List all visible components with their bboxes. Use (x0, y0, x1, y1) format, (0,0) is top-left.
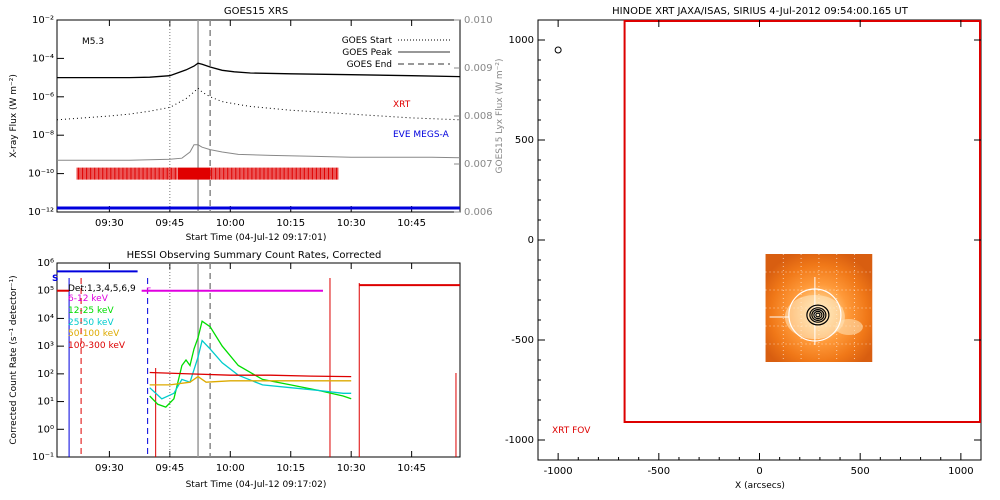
goes-y-tick-label: 10⁻⁶ (32, 92, 54, 103)
xrt-y-tick-label: 1000 (509, 35, 534, 46)
goes-plot-frame (56, 19, 461, 213)
goes-x-tick-label: 10:15 (276, 218, 305, 229)
xrt-xlabel: X (arcsecs) (735, 481, 785, 491)
hessi-x-tick-label: 09:45 (155, 463, 184, 474)
hessi-band-6-12: 6-12 keV (68, 294, 109, 304)
goes-eve-label: EVE MEGS-A (393, 130, 450, 140)
goes-ylabel: X-ray Flux (W m⁻²) (9, 74, 19, 158)
goes-xlabel: Start Time (04-Jul-12 09:17:01) (186, 233, 327, 243)
goes-xrt-label: XRT (393, 100, 411, 110)
hessi-flag-f: F (146, 287, 151, 297)
goes-series-0 (57, 62, 461, 79)
xrt-x-tick-label: 1000 (948, 466, 973, 477)
xrt-x-tick-label: -500 (647, 466, 670, 477)
xrt-contour (806, 304, 830, 326)
hessi-x-tick-label: 10:45 (397, 463, 426, 474)
goes-y2-tick-label: 0.007 (464, 159, 493, 170)
hessi-ylabel: Corrected Count Rate (s⁻¹ detector⁻¹) (9, 275, 19, 444)
goes-y2-tick-label: 0.006 (464, 207, 493, 218)
goes-y-tick-label: 10⁻¹⁰ (28, 169, 54, 180)
xrt-contour (813, 310, 823, 320)
hessi-band-100-300: 100-300 keV (68, 341, 126, 351)
hessi-xlabel: Start Time (04-Jul-12 09:17:02) (186, 480, 327, 490)
xrt-y-tick-label: 0 (528, 235, 534, 246)
hessi-x-tick-label: 10:30 (337, 463, 366, 474)
hessi-series-1 (149, 339, 352, 400)
hessi-plot-frame (56, 262, 461, 458)
hessi-band-legend: 6-12 keV 12-25 keV 25-50 keV 50-100 keV … (68, 294, 126, 351)
xrt-x-tick-label: 500 (851, 466, 870, 477)
goes-series-2 (57, 144, 461, 161)
goes-y-tick-label: 10⁻⁸ (32, 130, 54, 141)
goes-x-tick-label: 10:45 (397, 218, 426, 229)
goes-title: GOES15 XRS (224, 6, 288, 17)
hessi-detectors: Det:1,3,4,5,6,9 (68, 284, 136, 294)
goes-legend: GOES Start GOES Peak GOES End (342, 36, 450, 70)
goes-x-tick-label: 09:45 (155, 218, 184, 229)
xrt-x-tick-label: -1000 (544, 466, 573, 477)
xrt-y-tick-label: -1000 (505, 435, 534, 446)
xrt-y-tick-label: 500 (515, 135, 534, 146)
hessi-panel: HESSI Observing Summary Count Rates, Cor… (9, 250, 461, 490)
hessi-y-tick-label: 10⁻¹ (32, 452, 54, 463)
hessi-y-tick-label: 10⁵ (37, 286, 54, 297)
hessi-band-25-50: 25-50 keV (68, 318, 114, 328)
hessi-y-tick-label: 10¹ (37, 397, 54, 408)
goes-y-tick-label: 10⁻¹² (28, 207, 54, 218)
hessi-y-tick-label: 10⁶ (37, 258, 54, 269)
hessi-x-tick-label: 09:30 (95, 463, 124, 474)
hessi-flag-s: S (52, 274, 58, 284)
xrt-contour (815, 312, 821, 318)
goes-y-tick-label: 10⁻² (32, 15, 54, 26)
hessi-x-tick-label: 10:15 (276, 463, 305, 474)
goes-legend-peak: GOES Peak (342, 48, 392, 58)
xrt-title: HINODE XRT JAXA/ISAS, SIRIUS 4-Jul-2012 … (612, 6, 909, 17)
xrt-marks: -1000 -500 0 500 1000 -1000 -500 0 500 1000 (505, 20, 981, 477)
goes-panel: GOES15 XRS 09:30 09:45 10:00 10:15 10:30 10:4… (9, 6, 505, 243)
goes-x-tick-label: 10:30 (337, 218, 366, 229)
hessi-y-tick-label: 10³ (37, 341, 54, 352)
hessi-band-12-25: 12-25 keV (68, 306, 114, 316)
xrt-y-tick-label: -500 (511, 335, 534, 346)
xrt-plot-frame (537, 19, 982, 461)
hessi-series-2 (149, 375, 352, 386)
goes-ylabel-right: GOES15 Lyx Flux (W m⁻²) (495, 59, 505, 174)
goes-legend-start: GOES Start (342, 36, 393, 46)
hessi-x-tick-label: 10:00 (216, 463, 245, 474)
goes-legend-end: GOES End (347, 60, 392, 70)
xrt-bright-loop (834, 319, 863, 335)
goes-x-tick-label: 10:00 (216, 218, 245, 229)
hessi-title: HESSI Observing Summary Count Rates, Cor… (127, 250, 382, 261)
xrt-marker-circle (554, 46, 562, 54)
goes-xrt-dense-block (177, 167, 211, 180)
hessi-series-0 (149, 320, 352, 408)
hessi-band-50-100: 50-100 keV (68, 329, 120, 339)
goes-y2-tick-label: 0.010 (464, 15, 493, 26)
xrt-contour (809, 307, 827, 323)
xrt-image (765, 254, 873, 362)
xrt-x-tick-label: 0 (756, 466, 762, 477)
goes-marks: 09:30 09:45 10:00 10:15 10:30 10:45 10⁻¹² 10⁻¹⁰… (28, 15, 493, 229)
xrt-contour (811, 309, 825, 322)
hessi-y-tick-label: 10² (37, 369, 54, 380)
goes-y2-tick-label: 0.008 (464, 111, 493, 122)
xrt-panel: HINODE XRT JAXA/ISAS, SIRIUS 4-Jul-2012 … (505, 6, 982, 491)
goes-x-tick-label: 09:30 (95, 218, 124, 229)
hessi-y-tick-label: 10⁴ (37, 313, 54, 324)
hessi-marks: 09:30 09:45 10:00 10:15 10:30 10:45 10⁻¹ 10⁰ 10¹… (32, 258, 460, 474)
xrt-fov-label: XRT FOV (552, 426, 591, 436)
goes-y2-tick-label: 0.009 (464, 63, 493, 74)
hessi-series-3 (149, 371, 352, 378)
xrt-fov-box (623, 20, 981, 423)
goes-y-tick-label: 10⁻⁴ (32, 53, 54, 64)
goes-flare-class: M5.3 (82, 37, 104, 47)
hessi-y-tick-label: 10⁰ (37, 424, 54, 435)
